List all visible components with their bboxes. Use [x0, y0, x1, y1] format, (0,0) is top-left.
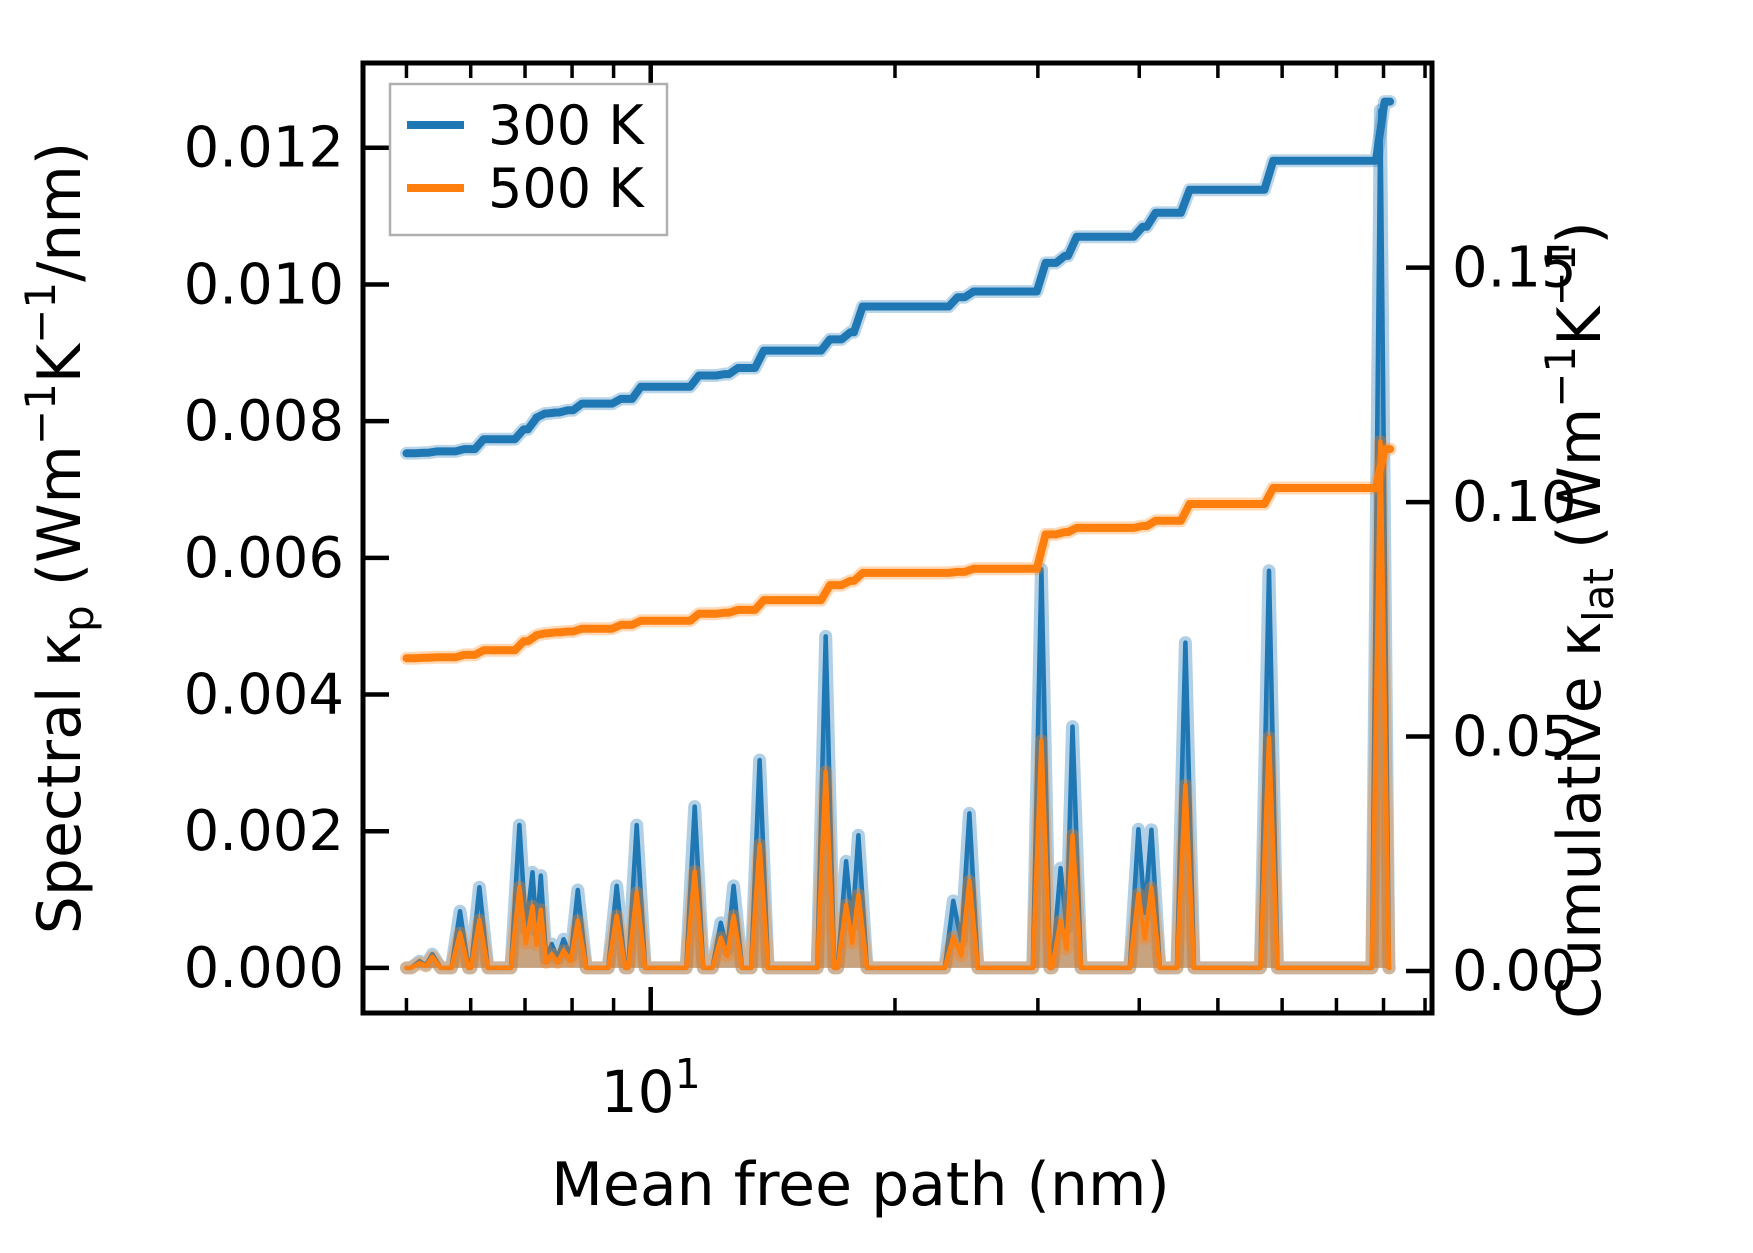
axes-frame — [360, 60, 1435, 1016]
y-right-axis-label: Cumulative κlat (Wm−1K−1) — [1536, 221, 1623, 1019]
x-axis-label: Mean free path (nm) — [551, 1150, 1170, 1220]
cumulative-300k-line — [402, 97, 1395, 458]
y-left-tick-label: 0.002 — [184, 799, 344, 864]
cumulative-500k — [400, 442, 1397, 665]
cumulative-500k-line — [402, 445, 1395, 663]
y-right-tick-label: 0.10 — [1452, 470, 1577, 535]
y-left-tick-label: 0.012 — [184, 116, 344, 181]
legend-label: 300 K — [488, 94, 645, 157]
cumulative-300k — [400, 95, 1397, 460]
spectral-500k — [400, 435, 1396, 975]
spectral-500k-line — [404, 439, 1392, 971]
y-left-tick-label: 0.006 — [184, 526, 344, 591]
tick-labels: 0.000 0.002 0.004 0.006 0.008 0.010 0.012 0.00 0… — [184, 116, 1577, 1126]
x-major-tick-label: 101 — [601, 1050, 701, 1126]
y-left-tick-label: 0.000 — [184, 936, 344, 1001]
y-right-tick-label: 0.00 — [1452, 939, 1577, 1004]
y-left-tick-label: 0.008 — [184, 389, 344, 454]
legend-box — [388, 82, 669, 237]
y-left-axis-label: Spectral κp (Wm−1K−1/nm) — [16, 142, 103, 934]
y-left-tick-label: 0.010 — [184, 252, 344, 317]
y-left-tick-label: 0.004 — [184, 663, 344, 728]
y-right-tick-label: 0.15 — [1452, 236, 1577, 301]
y-right-tick-label: 0.05 — [1452, 705, 1577, 770]
legend-label: 500 K — [488, 157, 645, 220]
